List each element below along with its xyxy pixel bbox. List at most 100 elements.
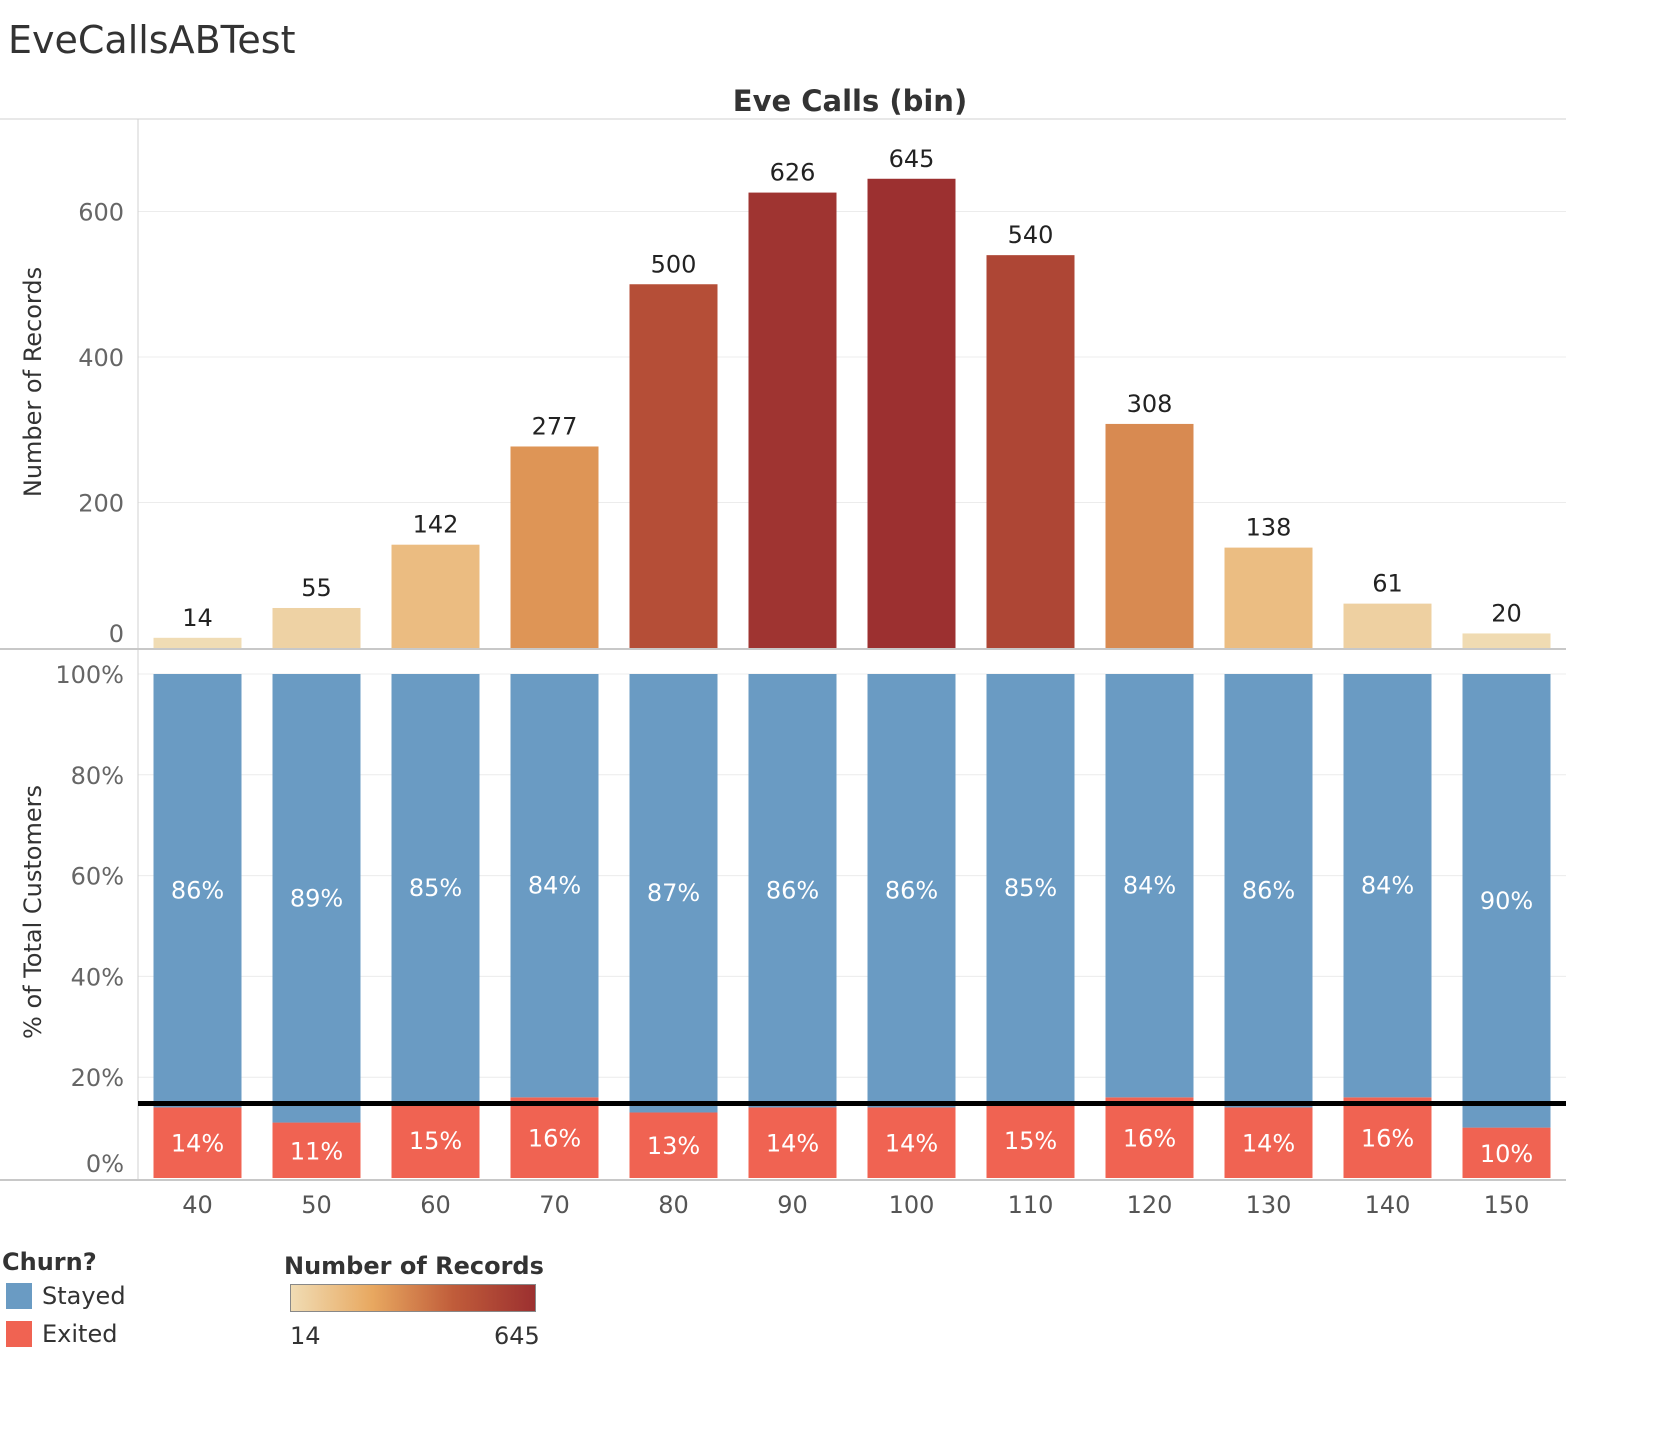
exited-bar-60 [391,1102,480,1178]
record-bar-100 [867,178,956,648]
exited-bar-140 [1343,1097,1432,1178]
stayed-bar-140 [1343,674,1432,1098]
exited-pct-label-90: 14% [766,1130,819,1158]
x-tick-label-60: 60 [420,1191,451,1219]
record-bar-80 [629,284,718,648]
bottom-y-tick-label: 0% [86,1150,124,1178]
stayed-pct-label-40: 86% [171,877,224,905]
stayed-swatch [6,1283,32,1309]
stayed-pct-label-70: 84% [528,872,581,900]
exited-pct-label-60: 15% [409,1127,462,1155]
top-y-axis-title: Number of Records [19,267,47,497]
top-y-tick-label: 0 [109,620,124,648]
exited-bar-40 [153,1107,242,1178]
exited-bar-80 [629,1112,718,1178]
record-label-110: 540 [1008,221,1054,249]
exited-pct-label-120: 16% [1123,1125,1176,1153]
record-label-100: 645 [889,145,935,173]
x-tick-label-70: 70 [539,1191,570,1219]
bottom-chart-bars [153,674,1551,1178]
stayed-bar-100 [867,674,956,1108]
stayed-bar-80 [629,674,718,1113]
stayed-bar-50 [272,674,361,1123]
record-bar-50 [272,607,361,648]
records-legend-title: Number of Records [284,1252,544,1280]
stayed-pct-label-120: 84% [1123,872,1176,900]
record-bar-140 [1343,603,1432,648]
bottom-y-tick-label: 20% [71,1064,124,1092]
record-bar-40 [153,637,242,648]
exited-bar-90 [748,1107,837,1178]
exited-bar-70 [510,1097,599,1178]
record-label-50: 55 [301,574,332,602]
gradient-max-label: 645 [494,1322,540,1350]
exited-pct-label-80: 13% [647,1132,700,1160]
exited-bar-100 [867,1107,956,1178]
x-tick-label-130: 130 [1246,1191,1292,1219]
exited-swatch [6,1321,32,1347]
x-tick-label-150: 150 [1484,1191,1530,1219]
top-y-tick-label: 600 [78,199,124,227]
record-label-60: 142 [413,511,459,539]
x-tick-label-120: 120 [1127,1191,1173,1219]
x-tick-label-110: 110 [1008,1191,1054,1219]
exited-pct-label-110: 15% [1004,1127,1057,1155]
top-chart-bars [153,178,1551,648]
record-bar-150 [1462,633,1551,648]
record-label-120: 308 [1127,390,1173,418]
chart-axes: 0 200 400 600 Number of Records 0% 20% 40% 60% 80… [0,118,1566,1219]
bottom-y-tick-label: 80% [71,762,124,790]
stayed-bar-90 [748,674,837,1108]
top-chart-grid [138,211,1566,503]
exited-bar-120 [1105,1097,1194,1178]
exited-pct-label-70: 16% [528,1125,581,1153]
x-tick-label-80: 80 [658,1191,689,1219]
stayed-bar-120 [1105,674,1194,1098]
stayed-pct-label-60: 85% [409,874,462,902]
record-bar-130 [1224,547,1313,648]
x-tick-label-140: 140 [1365,1191,1411,1219]
record-bar-110 [986,255,1075,648]
stayed-pct-label-130: 86% [1242,877,1295,905]
record-bar-60 [391,544,480,648]
dashboard-title: EveCallsABTest [8,18,296,62]
stayed-bar-60 [391,674,480,1103]
exited-pct-label-40: 14% [171,1130,224,1158]
records-color-gradient [290,1284,536,1312]
stayed-bar-110 [986,674,1075,1103]
chart-header-title: Eve Calls (bin) [733,84,967,118]
stayed-pct-label-90: 86% [766,877,819,905]
legend-exited-label: Exited [42,1320,118,1348]
bottom-chart-grid [138,673,1566,1078]
chart-labels: Eve Calls (bin) 14 55 142 277 500 626 645 540 308… [138,84,1566,1168]
stayed-pct-label-50: 89% [290,884,343,912]
stayed-pct-label-150: 90% [1480,887,1533,915]
stayed-bar-130 [1224,674,1313,1108]
stayed-bar-40 [153,674,242,1108]
record-label-80: 500 [651,250,697,278]
record-bar-120 [1105,423,1194,648]
stayed-pct-label-100: 86% [885,877,938,905]
bottom-y-tick-label: 40% [71,963,124,991]
exited-pct-label-50: 11% [290,1137,343,1165]
top-y-tick-label: 200 [78,490,124,518]
stayed-bar-150 [1462,674,1551,1128]
record-bar-90 [748,192,837,648]
bottom-y-axis-title: % of Total Customers [19,785,47,1039]
exited-bar-130 [1224,1107,1313,1178]
exited-bar-50 [272,1122,361,1178]
record-label-40: 14 [182,604,213,632]
exited-pct-label-130: 14% [1242,1130,1295,1158]
legend-item-stayed[interactable]: Stayed [6,1282,126,1310]
record-label-130: 138 [1246,514,1292,542]
top-y-tick-label: 400 [78,344,124,372]
stayed-bar-70 [510,674,599,1098]
bottom-y-tick-label: 100% [55,661,124,689]
exited-bar-150 [1462,1127,1551,1178]
record-label-140: 61 [1372,570,1403,598]
stayed-pct-label-140: 84% [1361,872,1414,900]
exited-pct-label-100: 14% [885,1130,938,1158]
x-tick-label-50: 50 [301,1191,332,1219]
legend-item-exited[interactable]: Exited [6,1320,117,1348]
